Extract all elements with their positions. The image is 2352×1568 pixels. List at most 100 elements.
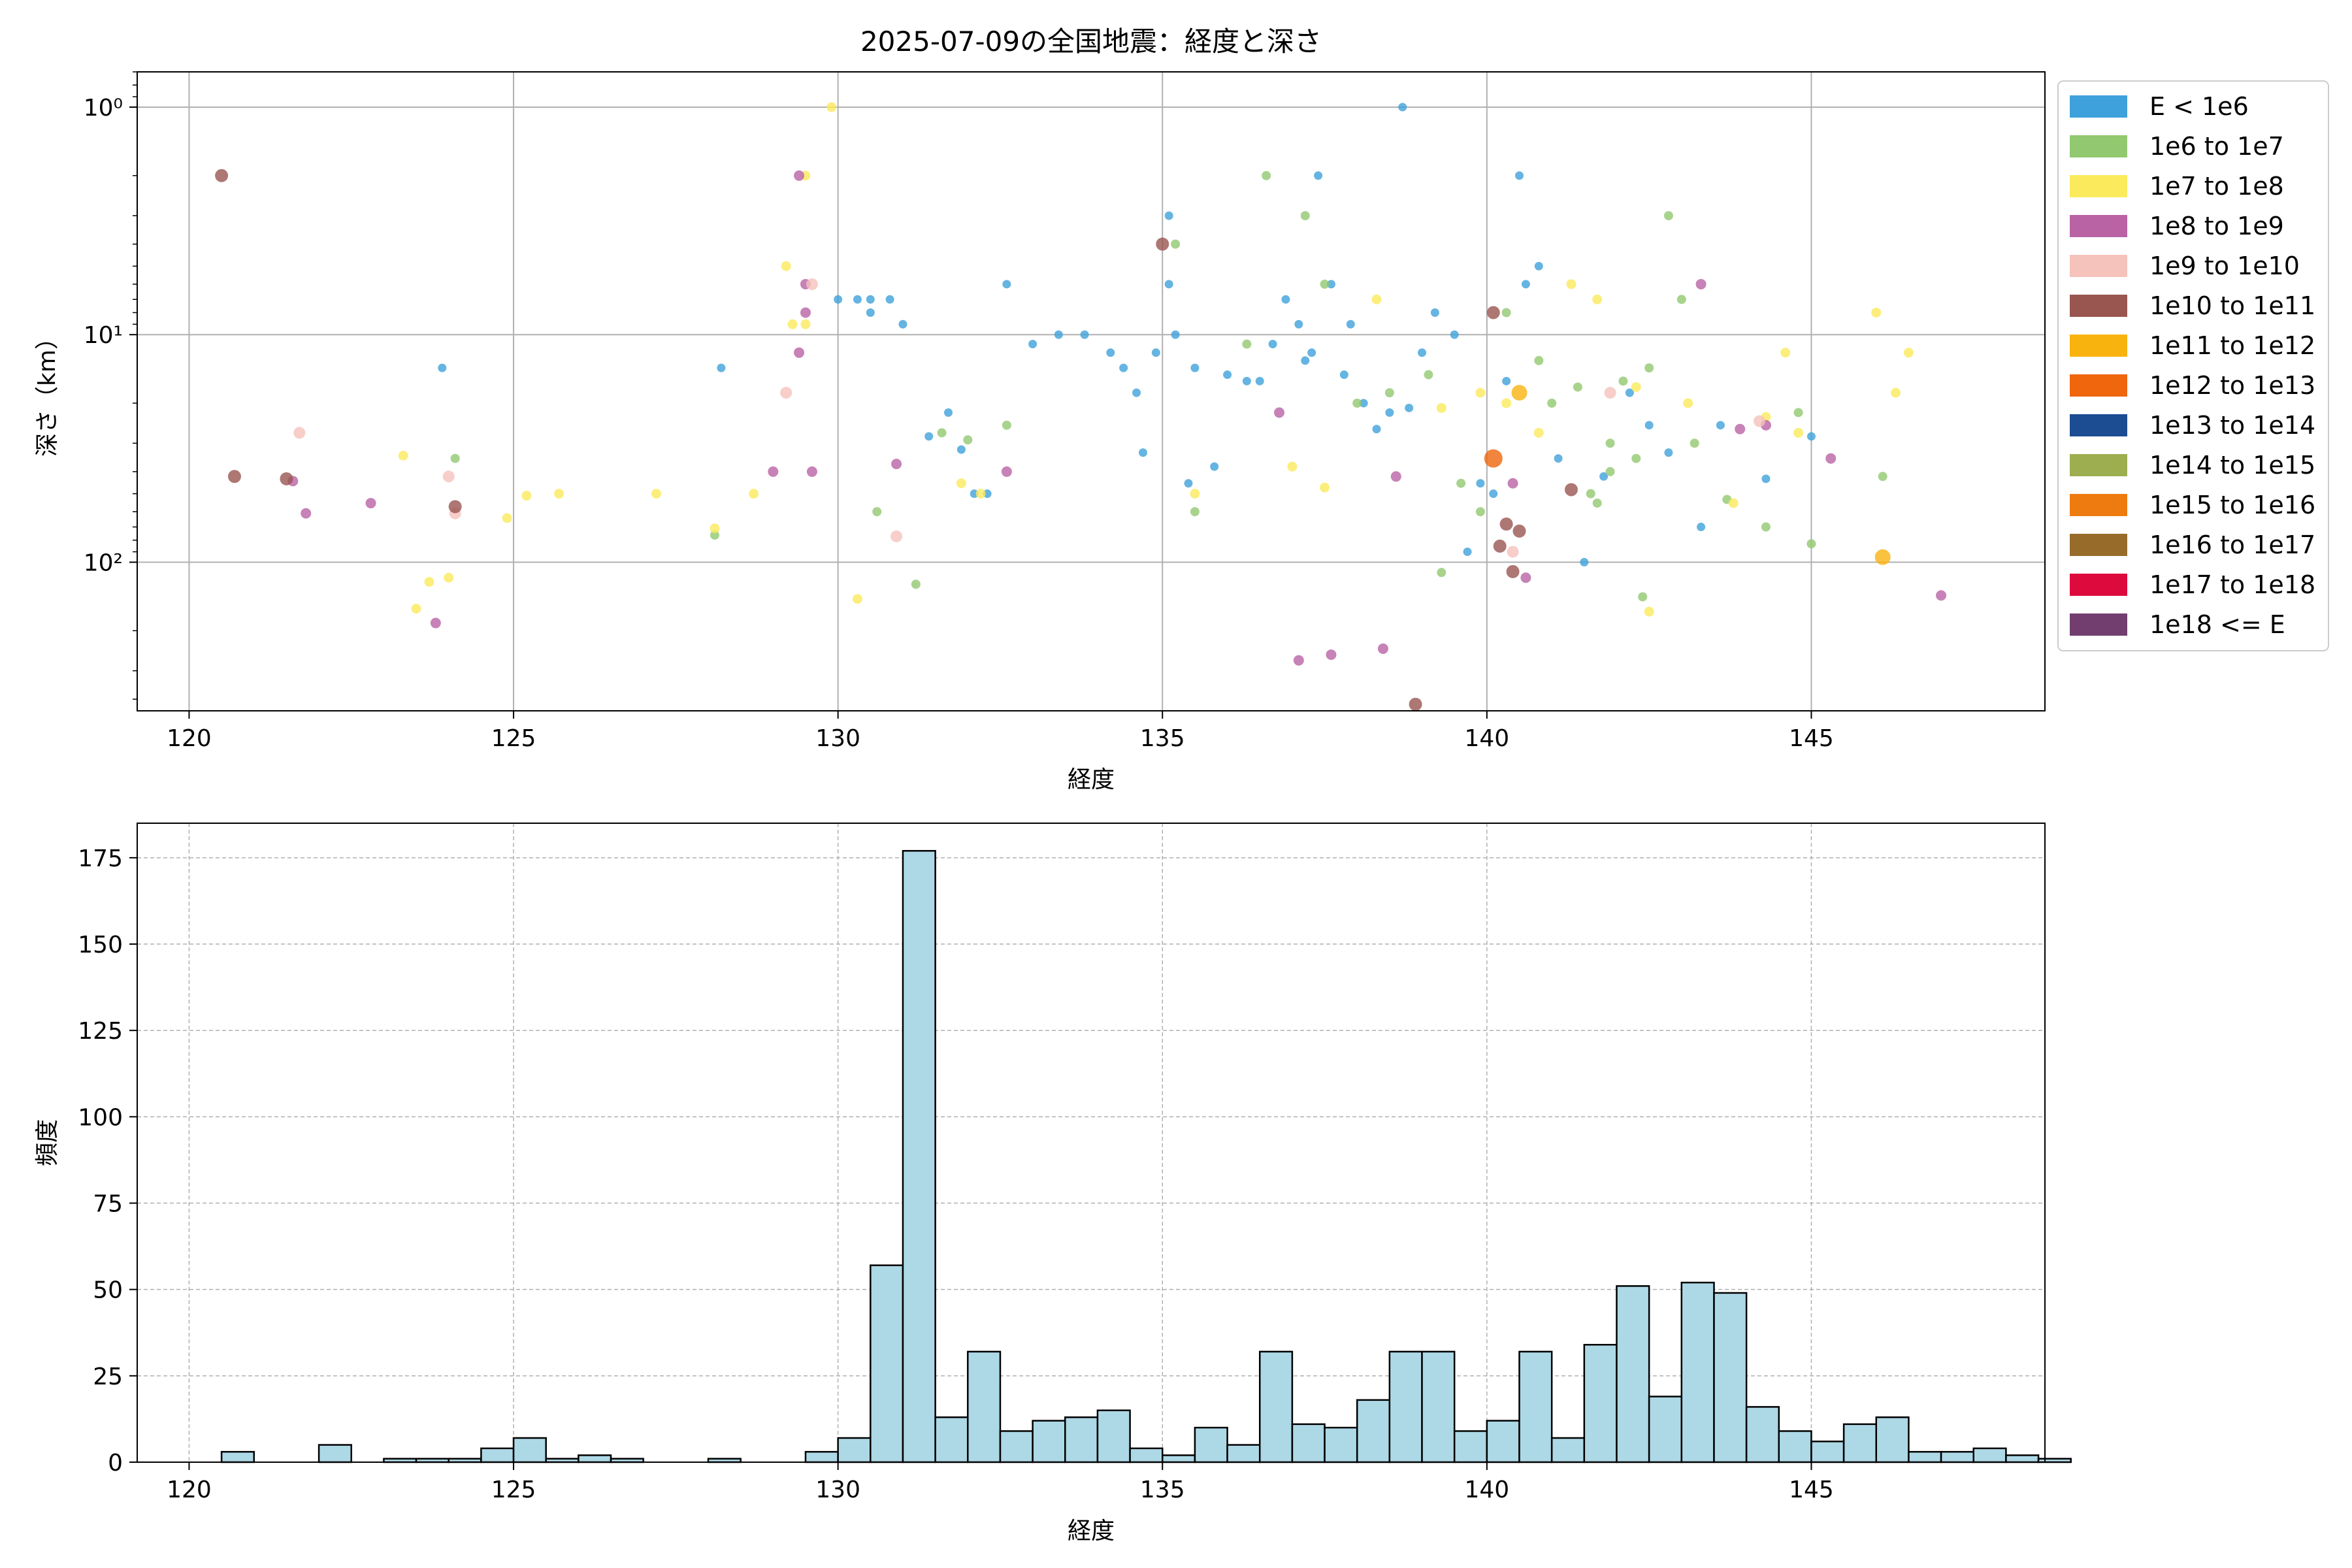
- histogram-bar: [1194, 1426, 1228, 1463]
- scatter-point: [1300, 211, 1310, 221]
- scatter-point: [1418, 348, 1427, 357]
- scatter-point: [1728, 498, 1739, 508]
- scatter-point: [1390, 471, 1401, 482]
- scatter-point: [866, 308, 875, 317]
- scatter-point: [787, 319, 798, 329]
- histogram-y-tick-label: 175: [78, 845, 123, 872]
- scatter-points: [215, 102, 1947, 711]
- histogram-bar: [2037, 1458, 2072, 1463]
- scatter-point: [1372, 425, 1381, 434]
- legend-entry-label: 1e9 to 1e10: [2149, 252, 2300, 280]
- scatter-point: [411, 604, 421, 614]
- scatter-point: [1554, 454, 1563, 463]
- scatter-point: [442, 470, 455, 483]
- scatter-point: [1493, 539, 1507, 553]
- scatter-x-tick-label: 120: [167, 725, 212, 752]
- scatter-point: [1190, 507, 1200, 517]
- scatter-point: [717, 363, 726, 372]
- histogram-bar: [1388, 1350, 1423, 1463]
- legend-swatch: [2070, 613, 2127, 636]
- scatter-point: [1385, 408, 1394, 417]
- histogram-y-tick-label: 150: [78, 932, 123, 958]
- histogram-bar: [1421, 1350, 1456, 1463]
- scatter-point: [956, 478, 966, 489]
- scatter-point: [1793, 408, 1803, 417]
- scatter-point: [1268, 340, 1277, 349]
- histogram-bar: [1064, 1416, 1099, 1463]
- histogram-bar: [1875, 1416, 1910, 1463]
- scatter-point: [1151, 348, 1160, 357]
- scatter-point: [293, 427, 306, 439]
- scatter-point: [1475, 387, 1486, 398]
- scatter-point: [1644, 606, 1654, 617]
- scatter-point: [1450, 330, 1459, 339]
- scatter-x-axis-label: 経度: [1068, 766, 1115, 793]
- scatter-y-tick-label: 10⁰: [84, 95, 123, 122]
- histogram-bar: [1550, 1437, 1586, 1463]
- legend-swatch: [2070, 255, 2127, 277]
- scatter-point: [1028, 340, 1037, 349]
- scatter-point: [1002, 280, 1011, 289]
- histogram-bar: [578, 1454, 612, 1463]
- legend-entry-label: 1e16 to 1e17: [2149, 531, 2315, 559]
- scatter-point: [1184, 479, 1193, 488]
- scatter-x-tick-label: 145: [1789, 725, 1834, 752]
- scatter-point: [1377, 643, 1388, 654]
- scatter-ticks: 120 125 130 135 140 145 10⁰ 10¹ 10²: [84, 71, 1834, 752]
- scatter-point: [1499, 517, 1513, 531]
- histogram-bar: [480, 1447, 515, 1463]
- scatter-point: [1489, 489, 1498, 498]
- scatter-point: [1690, 438, 1699, 448]
- legend-swatch: [2070, 414, 2127, 436]
- scatter-point: [1936, 590, 1947, 601]
- scatter-y-axis-label: 深さ（km）: [34, 326, 61, 457]
- histogram-y-tick-label: 50: [93, 1277, 123, 1304]
- scatter-point: [1716, 421, 1725, 430]
- scatter-point: [1384, 388, 1394, 398]
- scatter-point: [937, 428, 947, 438]
- legend-swatch: [2070, 534, 2127, 556]
- legend-entry-label: 1e13 to 1e14: [2149, 411, 2315, 440]
- histogram-ticks: 120 125 130 135 140 145 0 25 50 75 100 125 150 175: [78, 845, 1834, 1503]
- scatter-point: [424, 577, 434, 587]
- legend-swatch: [2070, 215, 2127, 237]
- legend-frame: [2057, 80, 2329, 651]
- scatter-point: [365, 498, 376, 509]
- histogram-bar: [1324, 1426, 1358, 1463]
- scatter-point: [1424, 370, 1433, 380]
- scatter-point: [1780, 348, 1791, 358]
- legend-swatch: [2070, 175, 2127, 197]
- scatter-point: [1156, 237, 1169, 251]
- scatter-point: [1592, 498, 1602, 508]
- legend-swatch: [2070, 95, 2127, 118]
- scatter-point: [1695, 278, 1707, 289]
- scatter-point: [1604, 387, 1616, 399]
- scatter-point: [1409, 698, 1422, 711]
- histogram-x-tick-label: 130: [815, 1477, 860, 1503]
- scatter-x-tick-label: 130: [815, 725, 860, 752]
- scatter-point: [1190, 489, 1200, 499]
- legend-swatch: [2070, 295, 2127, 317]
- legend-swatch: [2070, 135, 2127, 157]
- scatter-point: [872, 507, 882, 517]
- legend-entry-label: 1e12 to 1e13: [2149, 371, 2315, 400]
- scatter-point: [1638, 592, 1648, 602]
- scatter-point: [1346, 319, 1355, 329]
- scatter-point: [853, 295, 862, 304]
- scatter-point: [1735, 423, 1746, 434]
- scatter-point: [898, 319, 907, 329]
- scatter-point: [924, 432, 934, 441]
- scatter-point: [1871, 307, 1882, 318]
- scatter-panel: 2025-07-09の全国地震：経度と深さ 120 125 130 135 140 145…: [34, 25, 2046, 793]
- scatter-x-tick-label: 125: [491, 725, 536, 752]
- legend-entry-label: 1e11 to 1e12: [2149, 331, 2315, 360]
- scatter-point: [1437, 568, 1446, 578]
- scatter-point: [1599, 472, 1609, 481]
- histogram-bar: [837, 1437, 872, 1463]
- legend-entry-label: 1e6 to 1e7: [2149, 132, 2284, 161]
- scatter-point: [1520, 572, 1531, 583]
- legend-swatch: [2070, 374, 2127, 397]
- scatter-point: [1352, 399, 1362, 408]
- scatter-point: [1320, 279, 1330, 289]
- histogram-bar: [512, 1437, 547, 1463]
